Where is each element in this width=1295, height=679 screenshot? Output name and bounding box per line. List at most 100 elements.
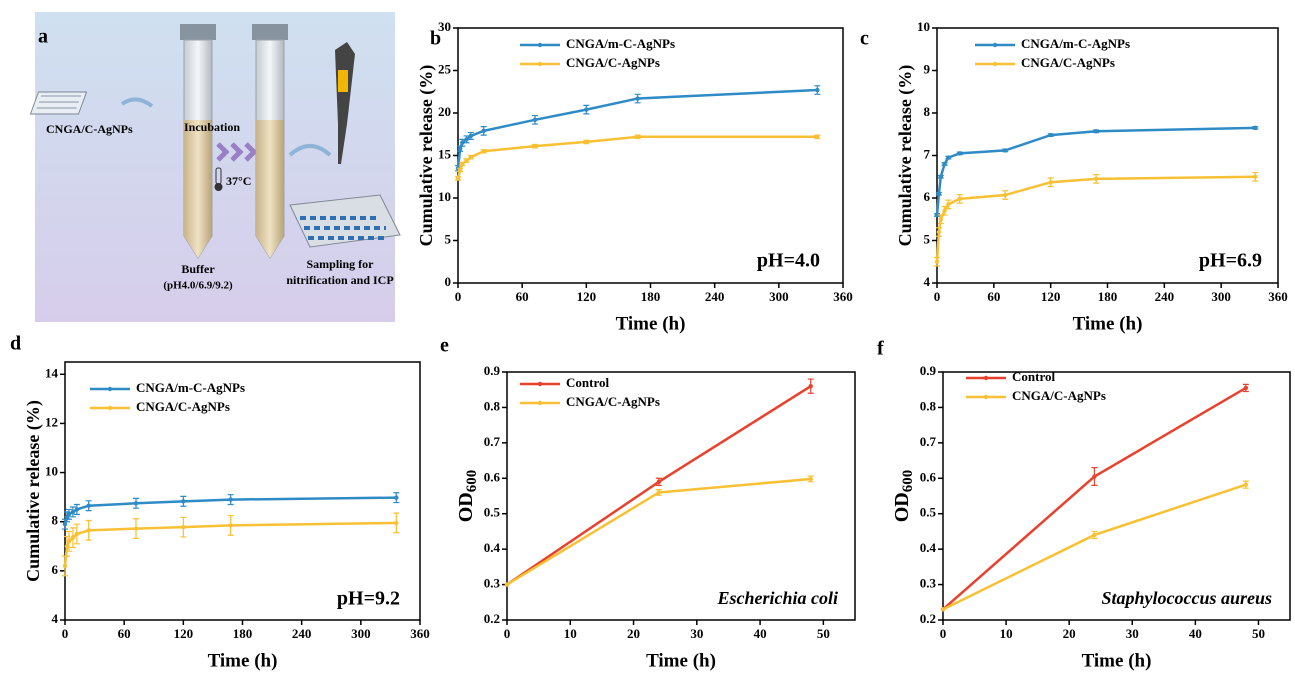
legend-marker: [107, 405, 113, 411]
data-point: [86, 528, 91, 533]
data-point: [934, 212, 940, 218]
data-point: [464, 158, 469, 163]
data-point: [584, 139, 589, 145]
data-point: [1092, 532, 1097, 538]
annotation: Escherichia coli: [717, 588, 839, 608]
buffer-ph-label: (pH4.0/6.9/9.2): [163, 280, 233, 292]
y-tick-label: 0.9: [484, 363, 501, 378]
legend-marker: [992, 61, 998, 67]
x-tick-label: 30: [1126, 626, 1139, 641]
data-point: [938, 174, 943, 179]
legend-marker: [537, 381, 543, 387]
legend-label: CNGA/m-C-AgNPs: [136, 380, 245, 395]
y-tick-label: 0.7: [484, 434, 501, 449]
y-tick-label: 20: [438, 104, 451, 119]
y-axis-label-main: OD: [455, 492, 477, 522]
legend-marker: [983, 394, 989, 400]
y-tick-label: 5: [924, 231, 931, 246]
legend-label: CNGA/C-AgNPs: [1021, 55, 1115, 70]
series-line: [63, 521, 397, 567]
data-point: [1253, 174, 1258, 179]
y-tick-label: 8: [52, 513, 59, 528]
data-point: [481, 128, 486, 134]
x-tick-label: 120: [1041, 289, 1061, 304]
y-tick-label: 0.3: [920, 576, 937, 591]
data-point: [181, 499, 186, 504]
y-tick-label: 0.5: [484, 505, 501, 520]
x-tick-label: 300: [1211, 289, 1231, 304]
y-tick-label: 0.2: [920, 611, 936, 626]
data-point: [532, 117, 538, 123]
legend-marker: [107, 386, 113, 392]
y-tick-label: 0.4: [920, 540, 937, 555]
x-tick-label: 120: [577, 289, 597, 304]
data-point: [656, 479, 662, 485]
y-axis-label: Cumulative release (%): [23, 400, 44, 582]
chart-panel: f 0 10 20 30 40 50 0.2 0.3 0.4 0.5 0.6 0.7 0.8 0.9 Time…: [877, 338, 1291, 671]
data-point: [635, 96, 640, 101]
y-axis-label: OD600: [891, 470, 917, 523]
panel-label: e: [440, 335, 449, 357]
y-tick-label: 14: [45, 365, 59, 380]
series-line: [935, 175, 1256, 262]
data-point: [1243, 385, 1249, 391]
data-point: [1093, 129, 1099, 134]
y-tick-label: 0.6: [484, 469, 501, 484]
data-point: [394, 520, 399, 526]
panel-label: c: [860, 28, 869, 50]
legend-label: CNGA/C-AgNPs: [136, 399, 230, 414]
data-point: [940, 607, 946, 612]
buffer-label: Buffer: [181, 262, 215, 276]
data-point: [808, 383, 813, 389]
data-point: [635, 134, 640, 139]
legend-marker: [992, 42, 998, 48]
x-axis-label: Time (h): [208, 650, 278, 671]
annotation: pH=9.2: [337, 588, 400, 610]
legend-label: CNGA/C-AgNPs: [566, 55, 660, 70]
chart-panel: d 0 60 120 180 240 300 360 4 6 8 10 12 14 Time (h) Cumu…: [10, 333, 430, 672]
data-point: [468, 133, 474, 139]
x-tick-label: 360: [1268, 289, 1288, 304]
x-axis-label: Time (h): [616, 313, 686, 334]
x-tick-label: 60: [516, 289, 529, 304]
data-point: [946, 202, 951, 207]
y-tick-label: 0.5: [920, 505, 937, 520]
panel-label: f: [877, 338, 884, 360]
legend-marker: [537, 400, 543, 406]
x-tick-label: 240: [292, 626, 312, 641]
legend-label: CNGA/m-C-AgNPs: [1021, 36, 1130, 51]
legend-marker: [983, 375, 989, 381]
x-tick-label: 10: [564, 626, 577, 641]
data-point: [942, 208, 947, 213]
data-point: [1003, 192, 1008, 198]
data-point: [62, 563, 68, 569]
data-point: [815, 87, 820, 93]
arrow: [288, 144, 332, 157]
thermometer: [214, 167, 223, 191]
data-point: [66, 539, 72, 544]
y-tick-label: 0.9: [920, 363, 937, 378]
data-point: [934, 259, 940, 264]
data-point: [457, 167, 463, 173]
sampling-label: Sampling for: [306, 257, 374, 271]
data-point: [460, 161, 465, 167]
x-tick-label: 180: [641, 289, 661, 304]
data-point: [464, 137, 469, 142]
x-tick-label: 10: [1000, 626, 1013, 641]
panel-label: d: [10, 333, 21, 355]
y-tick-label: 8: [924, 104, 931, 119]
data-point: [133, 526, 139, 531]
y-tick-label: 6: [924, 189, 931, 204]
chart-panel: b 0 60 120 180 240 300 360 0 5 10 15 20 25 30 Time (h) C…: [416, 19, 853, 334]
data-point: [70, 535, 76, 540]
data-point: [394, 495, 399, 500]
x-tick-label: 40: [754, 626, 767, 641]
x-axis-label: Time (h): [646, 650, 716, 671]
tube-rack: [289, 194, 401, 248]
y-tick-label: 10: [917, 19, 930, 34]
panel-label: a: [38, 26, 48, 48]
data-point: [936, 191, 942, 196]
x-tick-label: 40: [1189, 626, 1202, 641]
data-point: [181, 524, 186, 530]
data-point: [460, 140, 465, 145]
